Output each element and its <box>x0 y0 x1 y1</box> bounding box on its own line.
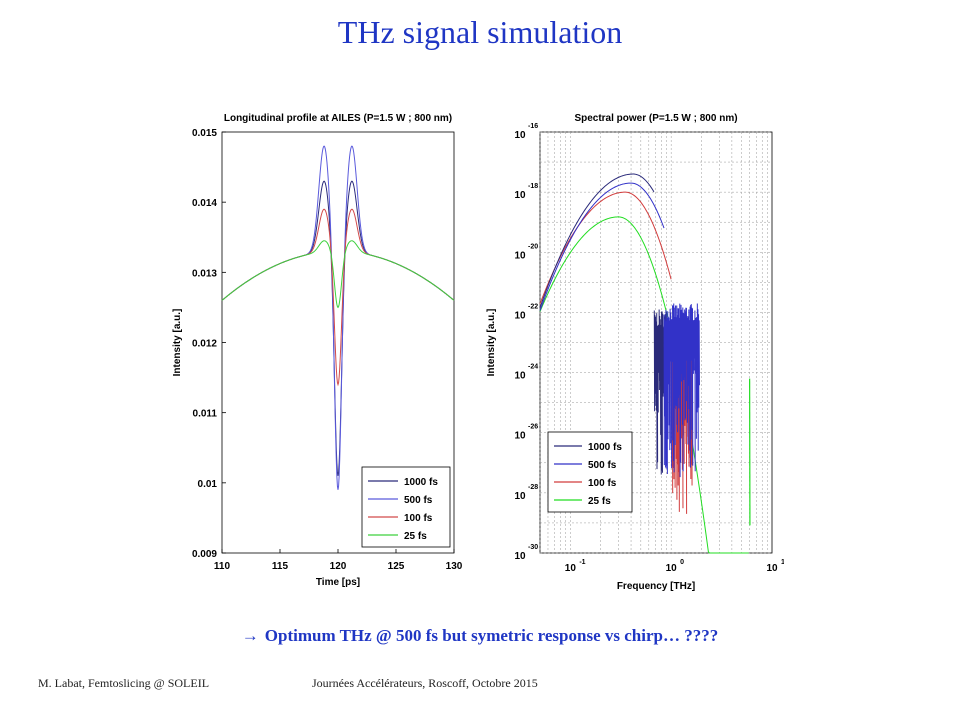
longitudinal-profile-chart: Longitudinal profile at AILES (P=1.5 W ;… <box>172 113 463 588</box>
y-tick-label: 0.015 <box>192 128 217 139</box>
spectrum-line-500fs <box>539 182 665 311</box>
profile-line-25fs <box>221 240 455 309</box>
x-tick-label: 10 <box>666 563 678 574</box>
y-tick-label: 10 <box>514 371 526 382</box>
y-tick-label: 0.01 <box>198 479 218 490</box>
x-tick-label: 10 <box>766 563 778 574</box>
y-tick-label: 10 <box>514 551 526 562</box>
x-tick-label: 130 <box>446 561 463 572</box>
legend-box <box>361 466 451 548</box>
chart-title: Longitudinal profile at AILES (P=1.5 W ;… <box>224 113 452 124</box>
y-tick-exponent: -30 <box>528 544 538 551</box>
y-axis-label: Intensity [a.u.] <box>172 309 183 377</box>
x-axis-label: Time [ps] <box>316 577 360 588</box>
y-tick-label: 10 <box>514 250 526 261</box>
y-tick-exponent: -18 <box>528 183 538 190</box>
y-tick-label: 0.013 <box>192 268 217 279</box>
legend-label: 100 fs <box>404 513 433 524</box>
legend-box <box>547 431 633 513</box>
legend-label: 25 fs <box>588 496 611 507</box>
x-tick-label: 125 <box>388 561 405 572</box>
footer-author: M. Labat, Femtoslicing @ SOLEIL <box>38 676 210 690</box>
y-tick-label: 0.014 <box>192 198 217 209</box>
y-tick-exponent: -20 <box>528 243 538 250</box>
y-tick-label: 10 <box>514 491 526 502</box>
x-tick-exponent: -1 <box>579 559 585 566</box>
x-tick-label: 110 <box>214 561 231 572</box>
y-tick-exponent: -26 <box>528 424 538 431</box>
y-axis-label: Intensity [a.u.] <box>486 309 497 377</box>
y-tick-exponent: -22 <box>528 303 538 310</box>
spectral-power-chart: Spectral power (P=1.5 W ; 800 nm)10-1100… <box>486 113 784 592</box>
y-tick-label: 0.011 <box>193 409 218 420</box>
y-tick-label: 10 <box>514 310 526 321</box>
x-axis-label: Frequency [THz] <box>617 581 695 592</box>
legend-label: 1000 fs <box>404 477 438 488</box>
chart-title: Spectral power (P=1.5 W ; 800 nm) <box>574 113 737 124</box>
slide-title: THz signal simulation <box>337 14 623 50</box>
arrow-icon: → <box>241 626 259 645</box>
x-tick-label: 115 <box>272 561 289 572</box>
y-tick-label: 10 <box>514 130 526 141</box>
legend-label: 500 fs <box>404 495 433 506</box>
legend-label: 500 fs <box>588 460 617 471</box>
y-tick-exponent: -16 <box>528 123 538 130</box>
spectrum-line-100fs <box>539 191 672 304</box>
spectrum-line-1000fs <box>539 173 655 308</box>
legend-label: 100 fs <box>588 478 617 489</box>
legend-label: 1000 fs <box>588 442 622 453</box>
footer-event: Journées Accélérateurs, Roscoff, Octobre… <box>312 676 538 690</box>
x-tick-label: 120 <box>330 561 347 572</box>
y-tick-label: 10 <box>514 190 526 201</box>
y-tick-label: 0.012 <box>192 339 217 350</box>
legend-label: 25 fs <box>404 531 427 542</box>
y-tick-exponent: -28 <box>528 484 538 491</box>
y-tick-exponent: -24 <box>528 364 538 371</box>
spectrum-line-500fs-tail <box>663 303 700 478</box>
y-tick-label: 0.009 <box>192 549 217 560</box>
x-tick-exponent: 1 <box>781 559 784 566</box>
x-tick-label: 10 <box>565 563 577 574</box>
y-tick-label: 10 <box>514 431 526 442</box>
conclusion-text: Optimum THz @ 500 fs but symetric respon… <box>264 626 719 645</box>
spectrum-line-25fs <box>539 216 749 554</box>
x-tick-exponent: 0 <box>680 559 684 566</box>
conclusion-line: → Optimum THz @ 500 fs but symetric respo… <box>0 626 960 646</box>
